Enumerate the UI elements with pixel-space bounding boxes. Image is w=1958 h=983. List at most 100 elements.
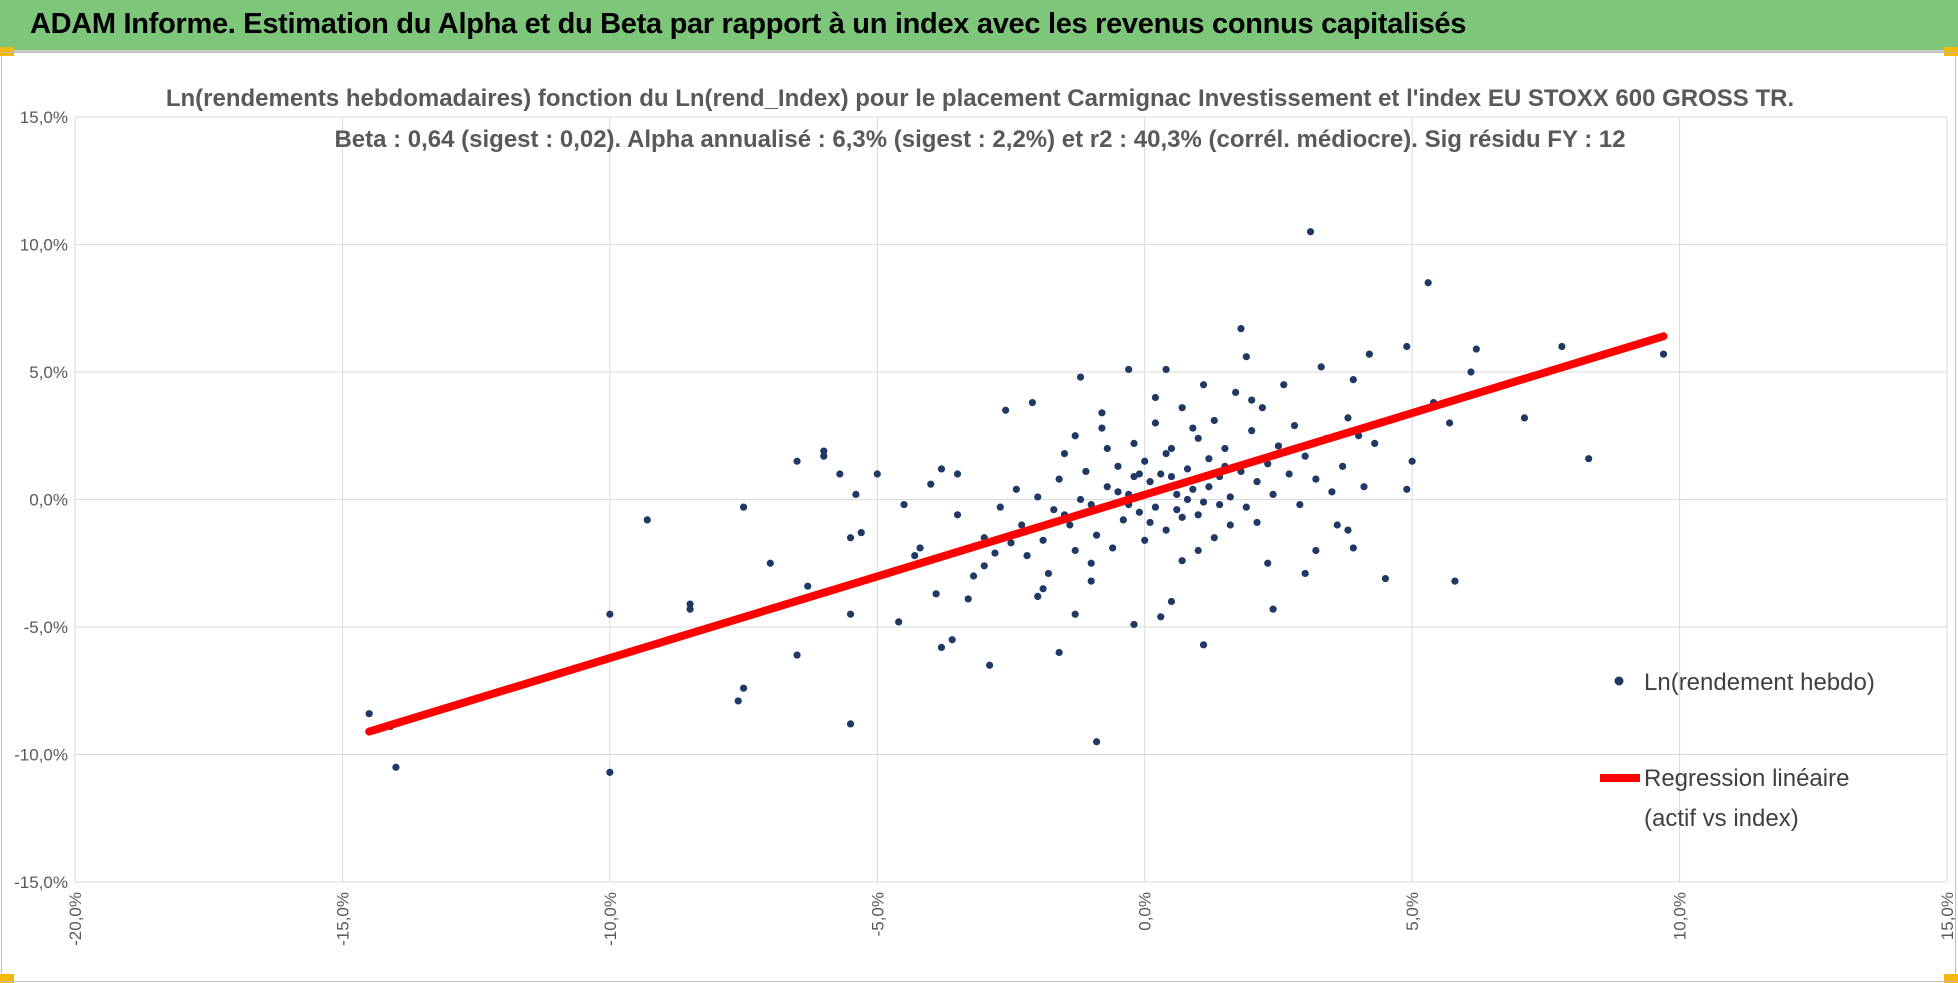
data-point: [932, 590, 940, 598]
data-point: [1451, 577, 1459, 585]
data-point: [1103, 483, 1111, 491]
data-point: [1076, 373, 1085, 381]
data-point: [1237, 325, 1245, 333]
data-point: [1328, 488, 1336, 496]
y-tick-label: 0,0%: [29, 491, 68, 510]
x-tick-label: 15,0%: [1938, 892, 1957, 940]
data-point: [1012, 485, 1020, 493]
data-point: [365, 710, 373, 718]
data-point: [1114, 488, 1122, 496]
y-tick-label: 15,0%: [20, 108, 68, 127]
data-point: [1039, 585, 1047, 593]
data-point: [1360, 483, 1368, 491]
data-point: [1408, 457, 1416, 465]
data-point: [1317, 363, 1325, 371]
points-layer: [365, 228, 1668, 776]
data-point: [1071, 546, 1079, 555]
data-point: [1210, 416, 1218, 425]
data-point: [1141, 457, 1149, 465]
data-point: [1199, 498, 1208, 506]
data-point: [1130, 620, 1138, 629]
data-point: [1092, 738, 1101, 746]
data-point: [1424, 279, 1432, 287]
data-point: [873, 470, 881, 478]
data-point: [846, 534, 855, 542]
legend-label-regression: Regression linéaire: [1644, 765, 1849, 792]
data-point: [836, 470, 844, 478]
data-point: [1173, 490, 1181, 498]
data-point: [937, 643, 946, 652]
data-point: [1060, 450, 1069, 458]
data-point: [1194, 546, 1202, 555]
data-point: [1258, 404, 1266, 412]
data-point: [1210, 534, 1218, 542]
data-point: [1472, 345, 1480, 353]
data-point: [846, 720, 855, 728]
data-point: [1194, 511, 1202, 519]
data-point: [1339, 462, 1347, 470]
data-point: [948, 636, 956, 644]
data-point: [991, 549, 999, 557]
data-point: [1103, 444, 1111, 453]
y-tick-label: -10,0%: [14, 746, 68, 765]
data-point: [1044, 569, 1053, 578]
banner-corner-right: [1944, 47, 1958, 56]
report-banner: ADAM Informe. Estimation du Alpha et du …: [0, 0, 1958, 52]
data-point: [1306, 228, 1315, 236]
data-point: [1146, 518, 1154, 527]
data-point: [1301, 569, 1309, 578]
data-point: [1205, 483, 1213, 491]
data-point: [1365, 350, 1373, 358]
data-point: [1248, 396, 1256, 404]
data-point: [1199, 641, 1208, 649]
data-point: [1178, 557, 1186, 565]
data-point: [804, 582, 812, 590]
data-point: [1034, 592, 1042, 601]
data-point: [1226, 521, 1234, 529]
data-point: [1253, 518, 1261, 527]
data-point: [793, 651, 801, 659]
data-point: [1055, 475, 1063, 483]
data-point: [1178, 404, 1186, 412]
data-point: [964, 595, 972, 603]
data-point: [1381, 574, 1389, 583]
data-point: [1221, 444, 1229, 453]
data-point: [1248, 427, 1256, 435]
frame-corner-right: [1944, 974, 1958, 983]
data-point: [916, 544, 924, 552]
data-point: [1098, 409, 1106, 417]
data-point: [1301, 452, 1309, 460]
data-point: [1135, 470, 1143, 478]
chart-title-line-1: Ln(rendements hebdomadaires) fonction du…: [166, 85, 1794, 112]
data-point: [606, 768, 614, 776]
x-tick-label: 5,0%: [1403, 892, 1422, 931]
data-point: [857, 529, 865, 537]
data-point: [1071, 610, 1079, 618]
data-point: [1076, 495, 1085, 504]
x-tick-label: -10,0%: [601, 892, 620, 946]
data-point: [1151, 419, 1160, 427]
data-point: [1018, 521, 1026, 529]
legend-label-scatter: Ln(rendement hebdo): [1644, 669, 1875, 696]
data-point: [1264, 460, 1272, 468]
data-point: [895, 618, 903, 626]
data-point: [1087, 577, 1095, 585]
y-tick-label: 10,0%: [20, 236, 68, 255]
data-point: [1558, 342, 1566, 351]
data-point: [953, 470, 962, 478]
data-point: [986, 661, 994, 669]
x-tick-label: -5,0%: [868, 892, 887, 936]
data-point: [1066, 521, 1074, 529]
data-point: [1114, 462, 1122, 470]
y-tick-label: -5,0%: [24, 618, 68, 637]
data-point: [1141, 536, 1149, 544]
data-point: [1194, 434, 1202, 442]
data-point: [1151, 503, 1160, 511]
data-point: [1226, 493, 1234, 501]
data-point: [1157, 613, 1165, 621]
x-tick-label: 10,0%: [1671, 892, 1690, 940]
data-point: [1659, 350, 1668, 358]
data-point: [1333, 521, 1341, 529]
data-point: [1371, 439, 1379, 447]
data-point: [820, 452, 828, 460]
